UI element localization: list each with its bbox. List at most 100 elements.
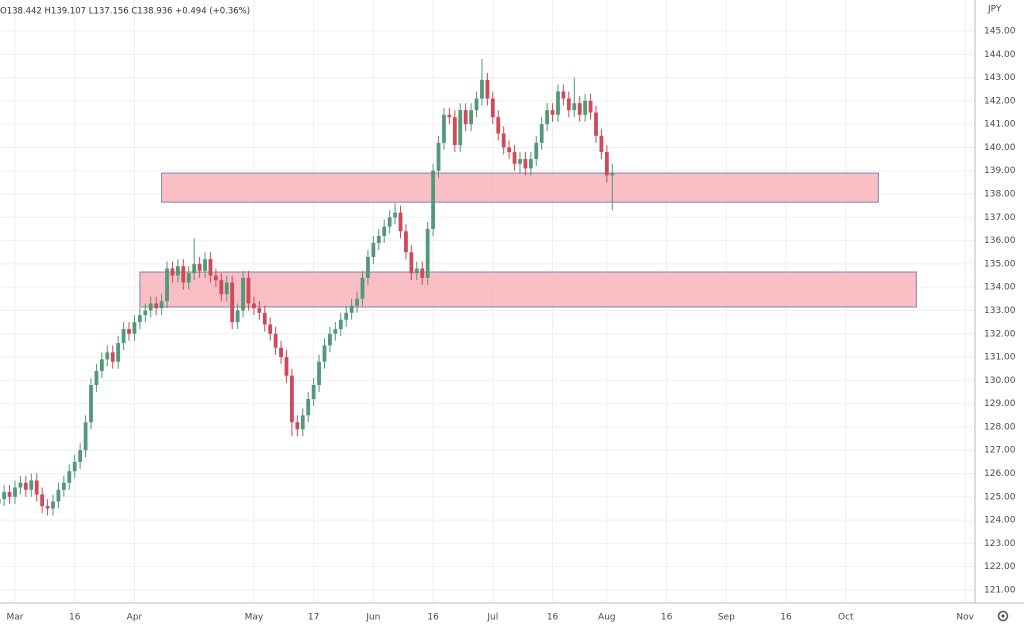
candle-body	[485, 79, 490, 99]
candle-body	[224, 282, 229, 295]
candle-body	[425, 228, 430, 278]
candle-body	[192, 263, 197, 274]
y-tick-label: 124.00	[984, 516, 1016, 526]
candle-body	[67, 471, 72, 483]
candle-body	[13, 487, 17, 497]
y-tick-label: 125.00	[984, 492, 1016, 502]
candle-body	[257, 308, 262, 313]
candle-body	[328, 333, 332, 346]
y-tick-label: 127.00	[984, 446, 1016, 456]
candle-body	[116, 343, 121, 362]
candle-body	[507, 147, 512, 153]
x-tick-label: Nov	[956, 613, 974, 623]
candle-body	[322, 345, 327, 362]
candle-body	[51, 501, 55, 509]
y-tick-label: 133.00	[984, 306, 1016, 316]
y-tick-label: 138.00	[984, 190, 1016, 200]
candle-body	[480, 79, 484, 99]
y-tick-label: 139.00	[984, 166, 1016, 176]
candle-body	[447, 114, 452, 118]
candle-body	[61, 482, 66, 490]
candle-body	[566, 98, 571, 111]
candle-body	[442, 114, 446, 143]
candle-body	[295, 422, 300, 430]
axis-labels: 121.00 122.00 123.00 124.00 125.00 126.00 127.…	[6, 26, 1015, 622]
y-tick-label: 145.00	[984, 26, 1016, 36]
y-tick-label: 130.00	[984, 376, 1016, 386]
candle-body	[545, 110, 550, 125]
candle-body	[436, 142, 441, 171]
candle-body	[300, 415, 305, 430]
candle-body	[241, 277, 245, 311]
candle-body	[40, 494, 45, 507]
candle-body	[78, 450, 83, 462]
x-tick-label: 17	[308, 613, 319, 623]
candle-body	[154, 303, 159, 309]
settings-icon[interactable]	[997, 610, 1009, 622]
y-tick-label: 137.00	[984, 213, 1016, 223]
candle-body	[393, 212, 397, 218]
candle-body	[490, 98, 495, 118]
y-tick-label: 122.00	[984, 562, 1016, 572]
candle-body	[528, 159, 533, 169]
candle-body	[268, 324, 273, 334]
candle-body	[279, 347, 283, 358]
x-tick-label: Oct	[838, 613, 854, 623]
candle-body	[610, 173, 615, 176]
candle-body	[23, 482, 28, 490]
candle-body	[121, 329, 126, 344]
candle-body	[404, 231, 408, 253]
candle-body	[594, 112, 598, 136]
y-tick-label: 129.00	[984, 399, 1016, 409]
ohlc-header: O138.442 H139.107 L137.156 C138.936 +0.4…	[0, 7, 250, 17]
gear-center	[1001, 614, 1005, 618]
candle-body	[148, 303, 153, 311]
candle-body	[572, 103, 577, 111]
x-tick-label: Sep	[718, 613, 735, 623]
candle-body	[420, 268, 425, 278]
candle-body	[230, 282, 235, 323]
x-tick-label: 16	[427, 613, 439, 623]
candle-body	[208, 259, 213, 276]
candle-body	[523, 159, 528, 169]
candle-body	[170, 268, 175, 276]
candle-body	[7, 492, 12, 497]
candle-body	[431, 170, 435, 229]
candle-body	[550, 110, 555, 115]
y-tick-label: 126.00	[984, 469, 1016, 479]
candle-body	[143, 310, 148, 316]
y-tick-label: 135.00	[984, 259, 1016, 269]
x-tick-label: Apr	[127, 613, 143, 623]
candle-body	[72, 461, 77, 472]
y-tick-label: 142.00	[984, 96, 1016, 106]
candle-body	[501, 133, 506, 148]
candles	[0, 58, 615, 516]
candle-body	[186, 273, 191, 283]
y-tick-label: 131.00	[984, 353, 1016, 363]
candle-body	[382, 226, 387, 236]
candle-body	[94, 371, 99, 385]
candle-body	[306, 398, 311, 416]
candle-body	[273, 333, 278, 348]
zone	[161, 172, 879, 203]
candle-body	[246, 277, 251, 304]
candle-body	[474, 98, 479, 111]
y-tick-label: 121.00	[984, 585, 1016, 595]
y-tick-label: 128.00	[984, 422, 1016, 432]
x-tick-label: Aug	[598, 613, 616, 623]
candle-body	[83, 422, 88, 451]
y-tick-label: 132.00	[984, 329, 1016, 339]
zone	[139, 271, 917, 308]
candle-body	[0, 499, 1, 504]
zones	[139, 172, 917, 308]
candle-body	[252, 303, 256, 309]
candle-body	[105, 352, 110, 360]
currency-label: JPY	[987, 5, 1002, 15]
candle-body	[56, 489, 61, 502]
candle-body	[137, 315, 142, 323]
candle-body	[175, 266, 180, 276]
candle-body	[18, 482, 23, 488]
candle-body	[376, 235, 381, 243]
candle-body	[360, 277, 365, 299]
candle-body	[452, 117, 457, 146]
